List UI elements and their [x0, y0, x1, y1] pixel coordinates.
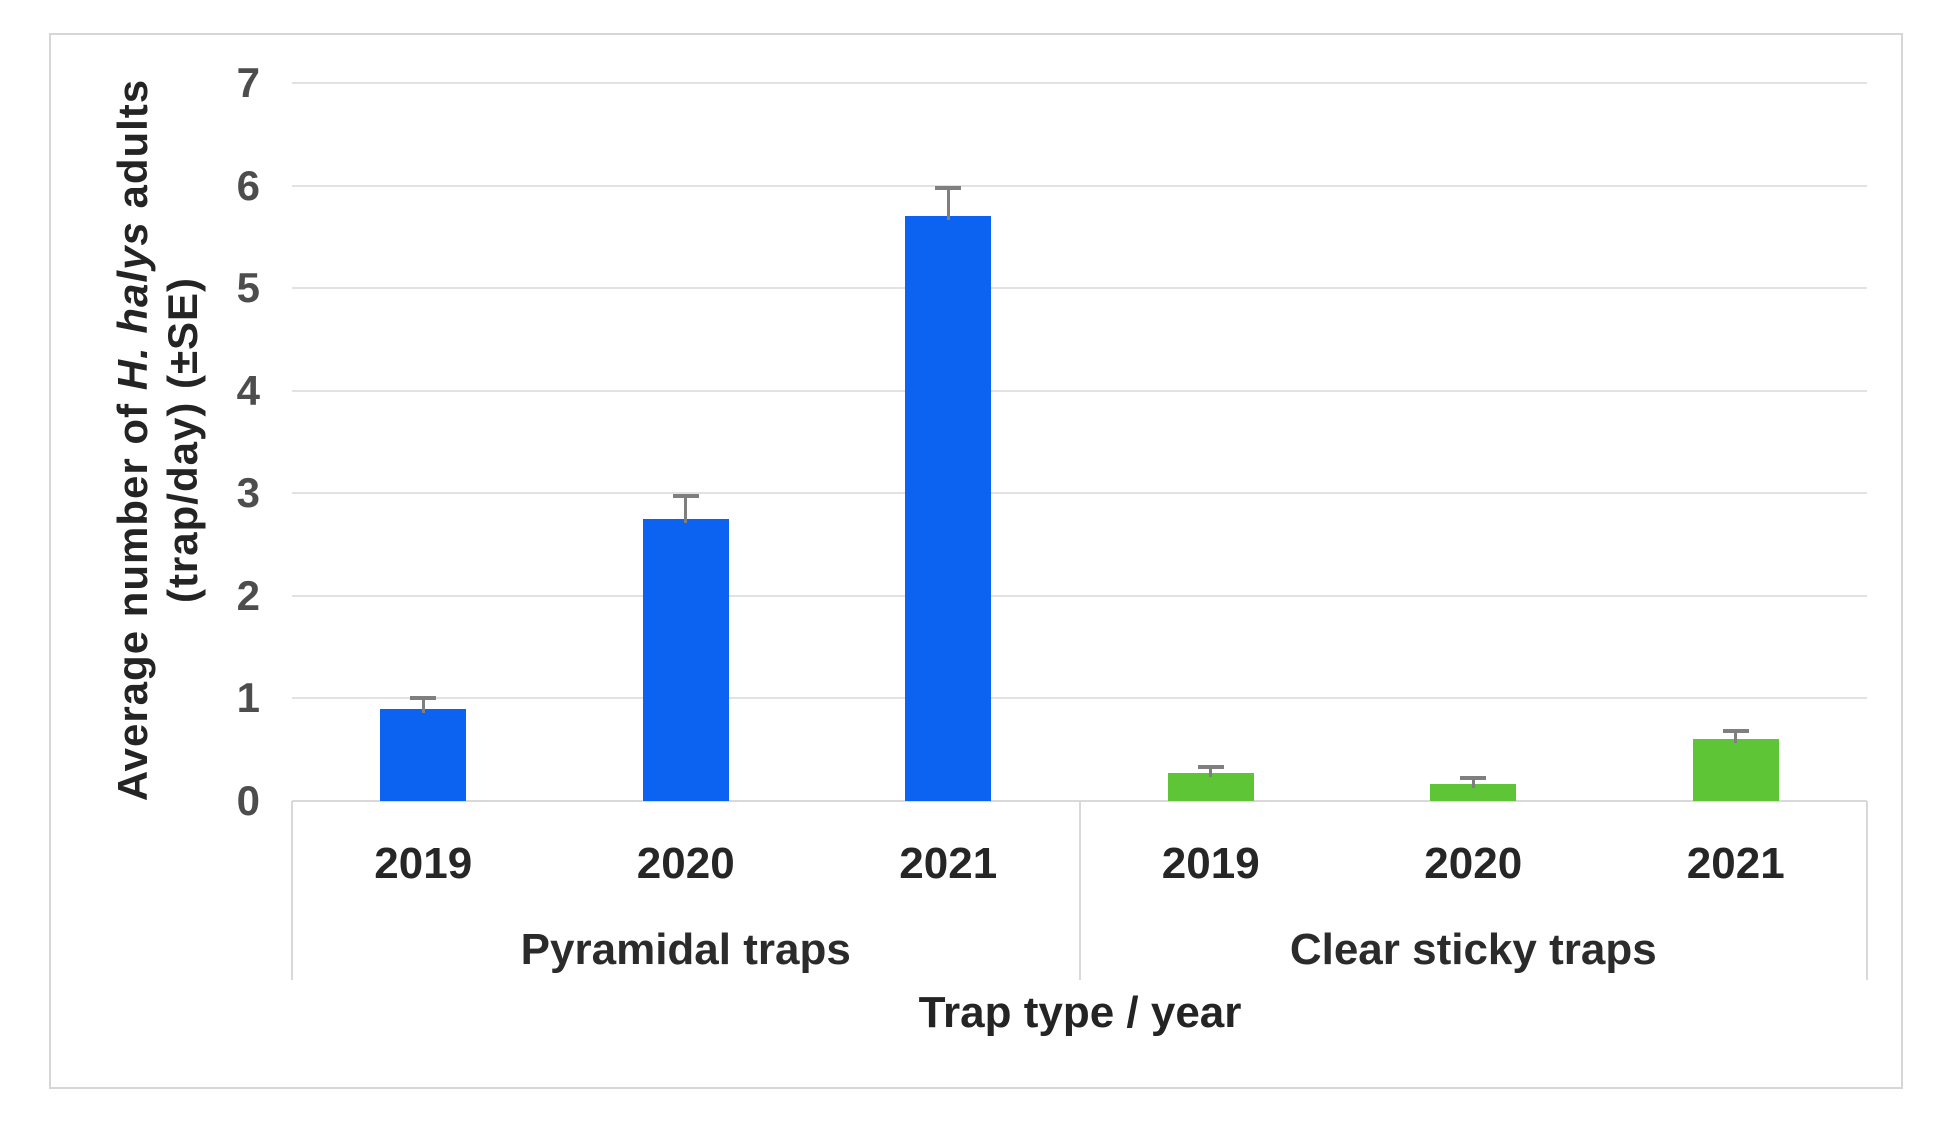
bar-clear-sticky-traps-2021	[1692, 739, 1779, 801]
y-tick-label-3: 3	[236, 469, 260, 517]
bar-pyramidal-traps-2020	[642, 518, 729, 801]
y-tick-label-1: 1	[236, 674, 260, 722]
error-bar-2021-group2	[1734, 731, 1738, 744]
y-tick-label-2: 2	[236, 571, 260, 619]
x-category-label-2020-group1: 2020	[636, 839, 735, 888]
y-tick-label-7: 7	[236, 59, 260, 106]
error-bar-cap-2019-group1	[410, 696, 437, 701]
y-axis-title-species-italic: H. halys	[109, 221, 156, 391]
x-group-label-pyramidal-traps: Pyramidal traps	[520, 925, 851, 974]
y-tick-label-4: 4	[236, 366, 260, 414]
error-bar-cap-2021-group2	[1722, 729, 1749, 734]
error-bar-2019-group2	[1209, 767, 1213, 778]
gridline-y-1	[292, 697, 1867, 700]
y-axis-title-suffix: adults	[109, 78, 156, 222]
x-group-label-clear-sticky-traps: Clear sticky traps	[1289, 925, 1657, 974]
gridline-y-3	[292, 492, 1867, 495]
bar-clear-sticky-traps-2020	[1430, 783, 1517, 801]
bar-clear-sticky-traps-2019	[1167, 773, 1254, 801]
error-bar-cap-2021-group1	[935, 185, 962, 190]
bar-pyramidal-traps-2019	[380, 708, 467, 801]
gridline-y-5	[292, 287, 1867, 290]
x-category-label-2020-group2: 2020	[1424, 839, 1523, 888]
gridline-y-6	[292, 184, 1867, 187]
gridline-y-7	[292, 82, 1867, 84]
x-category-label-2019-group2: 2019	[1161, 839, 1260, 888]
x-category-label-2021-group2: 2021	[1686, 839, 1785, 888]
category-axis-separator-1	[1078, 801, 1081, 980]
error-bar-cap-2019-group2	[1197, 765, 1224, 770]
error-bar-cap-2020-group2	[1460, 776, 1487, 781]
error-bar-cap-2020-group1	[672, 494, 699, 499]
x-category-label-2021-group1: 2021	[899, 839, 998, 888]
bar-pyramidal-traps-2021	[905, 216, 992, 801]
error-bar-2019-group1	[421, 698, 425, 713]
y-tick-label-0: 0	[236, 777, 260, 824]
gridline-y-2	[292, 594, 1867, 597]
category-axis-separator-2	[1866, 801, 1868, 980]
y-tick-label-5: 5	[236, 264, 260, 312]
y-axis-title-prefix: Average number of	[109, 390, 156, 802]
y-tick-label-6: 6	[236, 161, 260, 209]
x-category-label-2019-group1: 2019	[374, 839, 473, 888]
error-bar-2020-group2	[1471, 778, 1475, 788]
error-bar-2020-group1	[684, 496, 688, 523]
error-bar-2021-group1	[946, 187, 950, 221]
gridline-y-4	[292, 389, 1867, 392]
category-axis-separator-0	[291, 801, 293, 980]
y-axis-title-line1: Average number of H. halys adults	[108, 79, 158, 801]
x-axis-title: Trap type / year	[918, 988, 1242, 1037]
